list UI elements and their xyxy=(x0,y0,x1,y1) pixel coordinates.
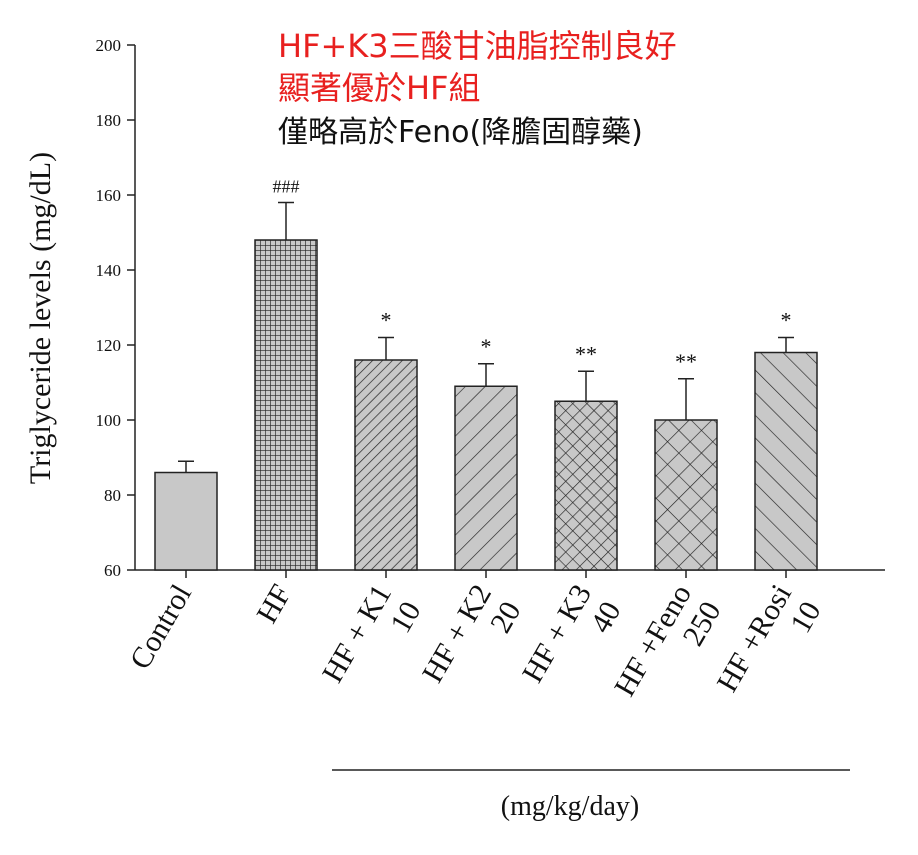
annotation-line-3: 僅略高於Feno(降膽固醇藥) xyxy=(278,115,643,150)
bar-4 xyxy=(554,400,618,571)
bar-0 xyxy=(154,471,218,571)
category-label-line1: HF +Rosi xyxy=(711,579,798,698)
significance-label-3: * xyxy=(481,334,492,359)
bar-5 xyxy=(654,419,718,571)
y-tick-label: 160 xyxy=(96,186,122,205)
bar-2 xyxy=(354,359,418,571)
category-label-1: HF xyxy=(250,579,298,629)
significance-label-4: ** xyxy=(575,341,597,366)
annotation-line-1: HF+K3三酸甘油脂控制良好 xyxy=(278,27,677,65)
category-label-line1: HF + K1 xyxy=(316,579,398,688)
significance-label-2: * xyxy=(381,308,392,333)
annotation-line-2: 顯著優於HF組 xyxy=(278,69,481,107)
category-label-line1: HF xyxy=(250,579,298,629)
significance-label-5: ** xyxy=(675,349,697,374)
y-tick-label: 200 xyxy=(96,36,122,55)
bar-6 xyxy=(754,351,818,571)
bar-1 xyxy=(254,239,318,571)
y-tick-label: 100 xyxy=(96,411,122,430)
significance-label-6: * xyxy=(781,308,792,333)
x-axis-units: (mg/kg/day) xyxy=(501,791,639,822)
category-label-line1: HF + K2 xyxy=(416,579,498,688)
y-tick-label: 140 xyxy=(96,261,122,280)
y-tick-label: 80 xyxy=(104,486,121,505)
bars-group: ###** ** *** xyxy=(154,177,818,571)
category-label-line1: Control xyxy=(124,579,198,675)
category-label-line1: HF + K3 xyxy=(516,579,598,688)
y-axis-title: Triglyceride levels (mg/dL) xyxy=(24,152,57,484)
y-tick-label: 120 xyxy=(96,336,122,355)
bar-3 xyxy=(454,385,518,571)
y-tick-label: 60 xyxy=(104,561,121,580)
x-axis xyxy=(135,569,885,578)
category-label-0: Control xyxy=(124,579,198,675)
significance-label-1: ### xyxy=(273,177,300,197)
y-tick-label: 180 xyxy=(96,111,122,130)
y-axis: 60 80 100 120 140 160 180 200 xyxy=(96,36,136,580)
